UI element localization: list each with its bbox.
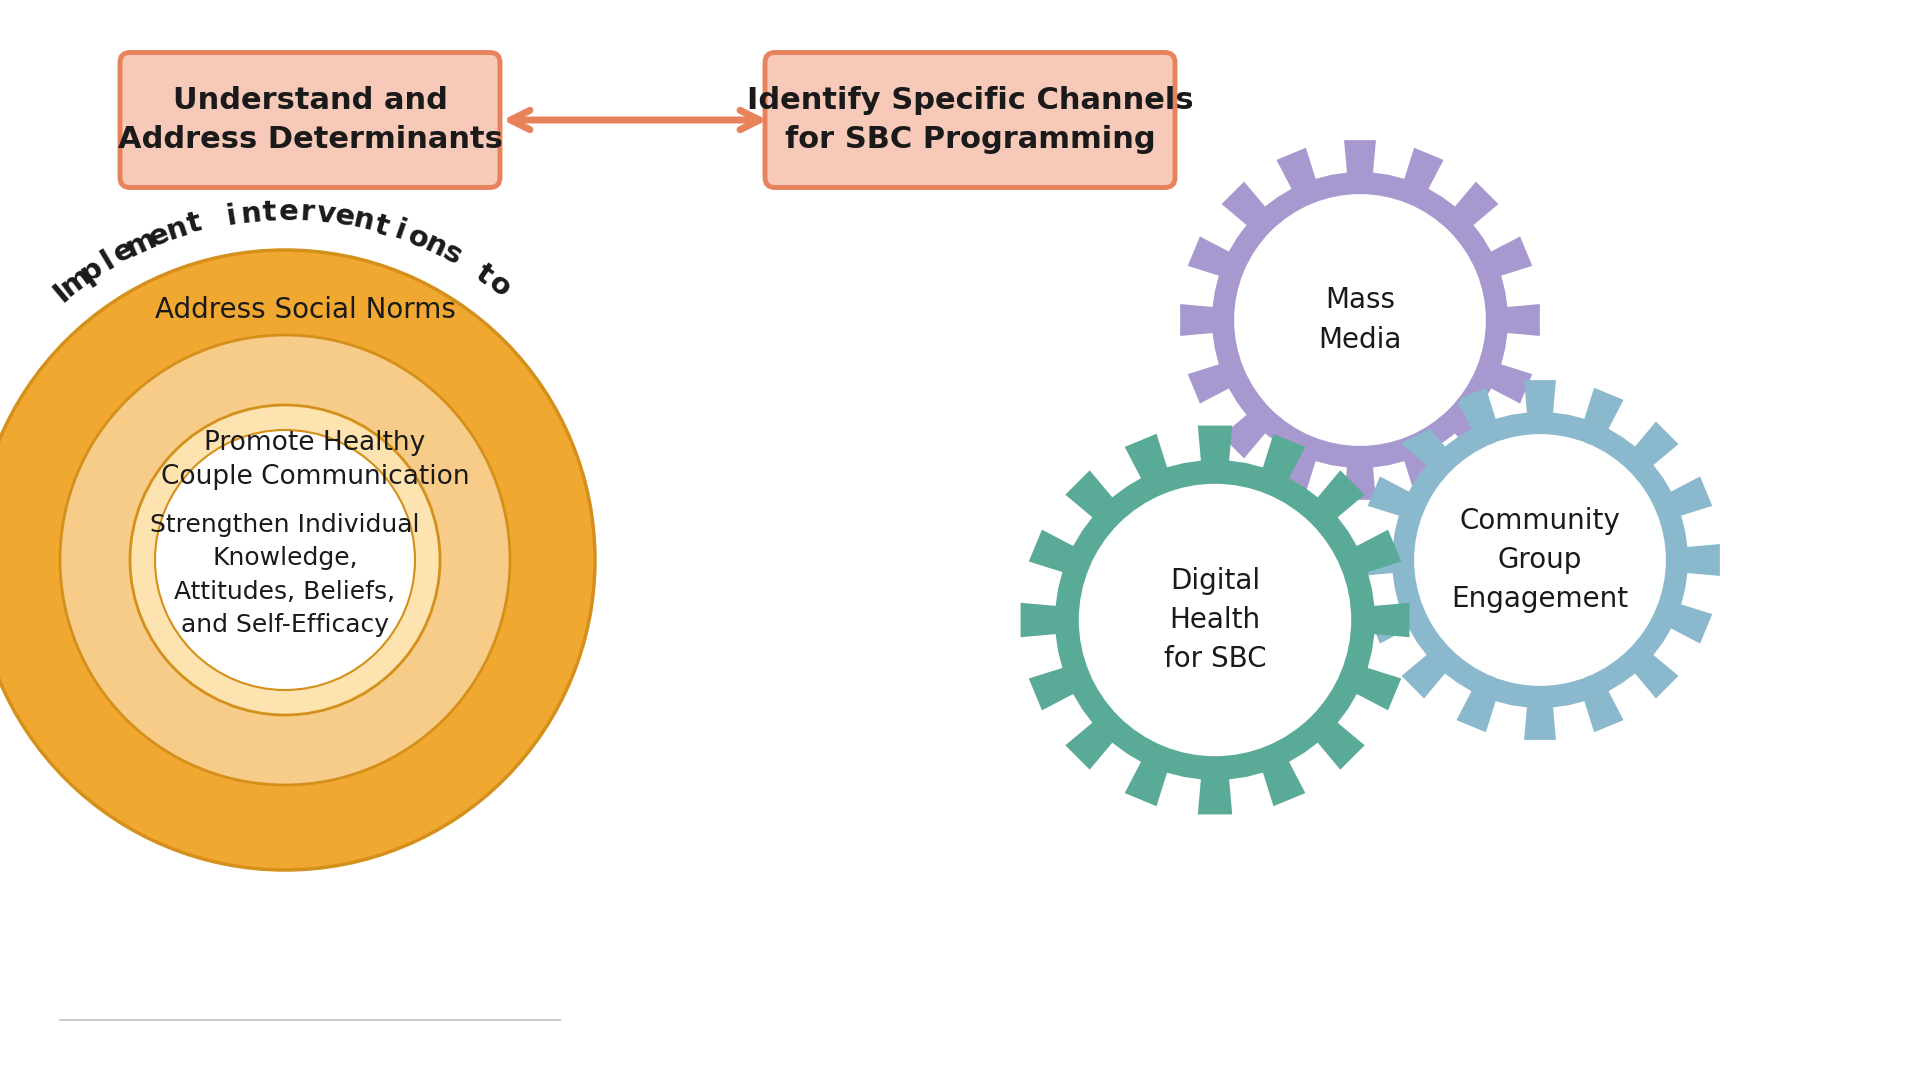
Text: t: t (261, 198, 276, 227)
Text: i: i (390, 217, 409, 246)
Text: t: t (371, 211, 392, 241)
Polygon shape (1359, 380, 1720, 740)
Text: t: t (184, 208, 205, 240)
Text: e: e (109, 234, 140, 268)
Text: Mass
Media: Mass Media (1319, 286, 1402, 353)
Polygon shape (1181, 140, 1540, 500)
Text: o: o (403, 221, 432, 255)
Polygon shape (1021, 426, 1409, 814)
Text: n: n (238, 199, 263, 229)
Circle shape (1087, 492, 1342, 748)
FancyBboxPatch shape (119, 53, 499, 188)
Circle shape (1077, 483, 1352, 757)
Circle shape (1242, 202, 1478, 438)
Text: Address Social Norms: Address Social Norms (156, 296, 455, 324)
Circle shape (0, 249, 595, 870)
Circle shape (1421, 442, 1659, 678)
Text: e: e (278, 198, 298, 226)
Text: Promote Healthy
Couple Communication: Promote Healthy Couple Communication (161, 430, 468, 490)
Text: v: v (315, 200, 338, 229)
Text: l: l (96, 246, 119, 275)
Text: Identify Specific Channels
for SBC Programming: Identify Specific Channels for SBC Progr… (747, 86, 1194, 153)
Text: I: I (48, 280, 75, 308)
Text: s: s (438, 238, 467, 271)
Text: m: m (121, 224, 161, 262)
Text: i: i (225, 202, 238, 231)
Circle shape (156, 430, 415, 690)
Text: e: e (144, 219, 173, 253)
Text: n: n (163, 213, 190, 246)
Text: p: p (75, 253, 108, 288)
Text: Understand and
Address Determinants: Understand and Address Determinants (117, 86, 503, 153)
Text: Strengthen Individual
Knowledge,
Attitudes, Beliefs,
and Self-Efficacy: Strengthen Individual Knowledge, Attitud… (150, 513, 420, 637)
Text: r: r (300, 199, 315, 227)
Text: Community
Group
Engagement: Community Group Engagement (1452, 507, 1628, 613)
Text: t: t (470, 259, 497, 289)
Text: o: o (482, 269, 516, 303)
Text: n: n (349, 205, 376, 237)
Circle shape (131, 405, 440, 715)
FancyBboxPatch shape (764, 53, 1175, 188)
Circle shape (1413, 433, 1667, 687)
Text: Digital
Health
for SBC: Digital Health for SBC (1164, 567, 1267, 673)
Text: e: e (332, 202, 357, 232)
Text: m: m (56, 261, 96, 302)
Circle shape (60, 335, 511, 785)
Text: n: n (420, 229, 451, 264)
Circle shape (1233, 192, 1488, 447)
